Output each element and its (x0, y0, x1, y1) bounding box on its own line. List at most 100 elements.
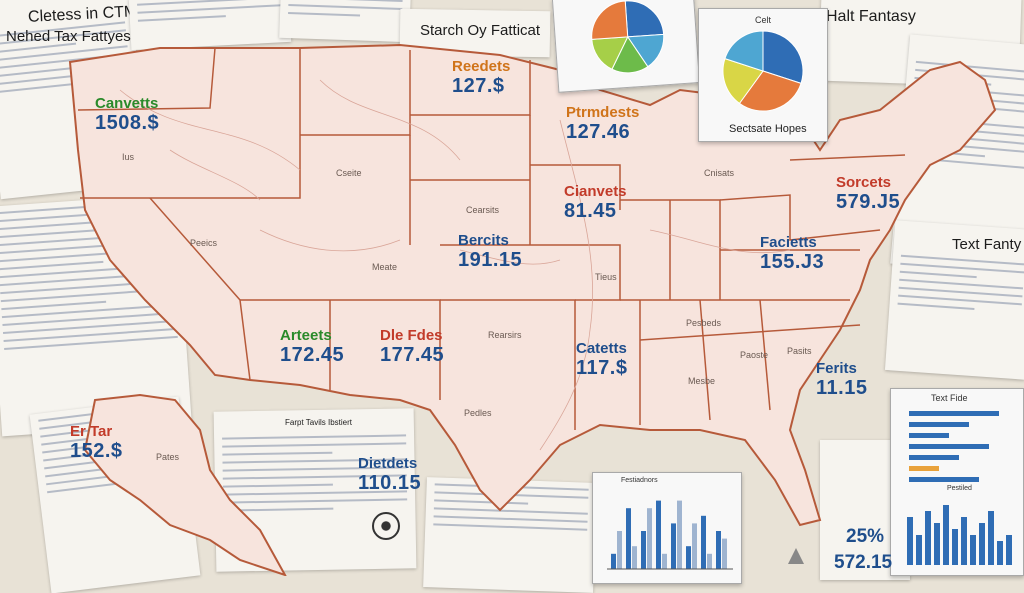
state-marker: Rearsirs (488, 330, 522, 340)
map-label: Ptrmdests 127.46 (566, 104, 639, 144)
map-label-value: 127.$ (452, 75, 505, 97)
paper-right-title-text: Text Fanty (952, 236, 1022, 253)
bar-chart-vertical (907, 505, 1012, 565)
map-label: Reedets 127.$ (452, 58, 510, 98)
map-label-title: Cianvets (564, 183, 627, 200)
bar (943, 505, 949, 565)
map-label-title: Sorcets (836, 174, 892, 191)
map-landmass (68, 43, 997, 576)
pie-slice (591, 0, 629, 40)
map-label-value: 117.$ (576, 357, 628, 379)
map-label-title: Canvetts (95, 95, 159, 112)
paper-center-doc-title: Farpt Tavils Ibstiert (285, 418, 352, 427)
map-label-value: 172.45 (280, 344, 345, 366)
state-marker: Pasits (787, 346, 812, 356)
bar (1006, 535, 1012, 565)
state-marker: Pesbeds (686, 318, 722, 328)
rivers (119, 79, 791, 451)
bar (656, 500, 661, 569)
map-label: Sorcets 579.J5 (836, 174, 900, 214)
pie-card-caption: Sectsate Hopes (729, 123, 807, 135)
pie-slice (724, 30, 764, 72)
bar (934, 523, 940, 565)
map-label: Dle Fdes 177.45 (380, 327, 444, 367)
map-label-value: 110.15 (358, 472, 422, 494)
pie-slice (738, 70, 802, 112)
bar (632, 546, 637, 569)
map-label: Dietdets 110.15 (358, 455, 421, 495)
bar-chart-right-title: Pestiled (947, 485, 972, 492)
map-label-value: 177.45 (380, 344, 445, 366)
bar (907, 517, 913, 565)
seal-icon (372, 512, 400, 540)
state-marker: Cearsits (466, 205, 500, 215)
bar (611, 553, 616, 569)
bar (952, 529, 958, 565)
map-label-title: Catetts (576, 340, 627, 357)
pie-card-large: Celt Sectsate Hopes (698, 8, 828, 142)
bar (909, 466, 939, 471)
bar (997, 541, 1003, 565)
state-marker: Paoste (740, 350, 769, 360)
paper-top-right-title-text: Halt Fantasy (826, 8, 916, 25)
bar (979, 523, 985, 565)
map-label: Facietts 155.J3 (760, 234, 824, 274)
state-marker: Meate (372, 262, 398, 272)
bar-chart-center (607, 500, 733, 570)
state-marker: Mesbe (688, 376, 716, 386)
map-label-value: 152.$ (70, 440, 123, 462)
bar (647, 508, 652, 569)
bar (722, 538, 727, 569)
state-marker: Cnisats (704, 168, 735, 178)
bar (716, 531, 721, 569)
state-marker: Ius (122, 152, 135, 162)
stat-percent: 25% (846, 526, 885, 547)
map-label-title: Er Tar (70, 423, 113, 440)
pie-card-small (551, 0, 701, 93)
bar (707, 553, 712, 569)
bar (692, 523, 697, 569)
paper-center-title-text: Starch Oy Fatticat (420, 22, 541, 39)
bar (909, 422, 969, 427)
map-label-title: Reedets (452, 58, 511, 75)
map-label-title: Dle Fdes (380, 327, 443, 344)
map-label-value: 191.15 (458, 249, 523, 271)
bar (925, 511, 931, 565)
map-label: Catetts 117.$ (576, 340, 627, 380)
bar-chart-card-center: Festiadnors (592, 472, 742, 584)
bar (909, 444, 989, 449)
bar (909, 433, 949, 438)
bar (988, 511, 994, 565)
map-label: Ferits 11.15 (816, 360, 867, 400)
map-label-title: Bercits (458, 232, 509, 249)
bar (701, 515, 706, 569)
bar-chart-center-title: Festiadnors (621, 477, 658, 484)
bar (641, 531, 646, 569)
bar-chart-card-right: Text Fide Pestiled (890, 388, 1024, 576)
map-label-value: 155.J3 (760, 251, 825, 273)
pie-card-top-label: Celt (755, 15, 772, 25)
map-label: Arteets 172.45 (280, 327, 344, 367)
map-label-title: Ferits (816, 360, 857, 377)
map-label-title: Ptrmdests (566, 104, 640, 121)
bottom-right-title: Text Fide (931, 393, 968, 403)
pie-chart-small (591, 0, 665, 74)
bar (671, 523, 676, 569)
pie-slice (624, 0, 665, 38)
state-marker: Peeics (190, 238, 218, 248)
bar (677, 500, 682, 569)
map-label-value: 81.45 (564, 200, 617, 222)
pie-chart-large (722, 30, 804, 112)
bar (909, 455, 959, 460)
map-label: Canvetts 1508.$ (95, 95, 159, 135)
map-label-value: 579.J5 (836, 191, 901, 213)
us-map (68, 43, 997, 576)
map-label-title: Arteets (280, 327, 332, 344)
bar (909, 477, 979, 482)
bar-chart-horizontal (909, 411, 999, 482)
map-label-title: Dietdets (358, 455, 418, 472)
state-marker: Pates (156, 452, 180, 462)
stat-value: 572.15 (834, 552, 893, 573)
map-label: Bercits 191.15 (458, 232, 522, 272)
paper-left-title: Nehed Tax Fattyes (6, 28, 131, 45)
